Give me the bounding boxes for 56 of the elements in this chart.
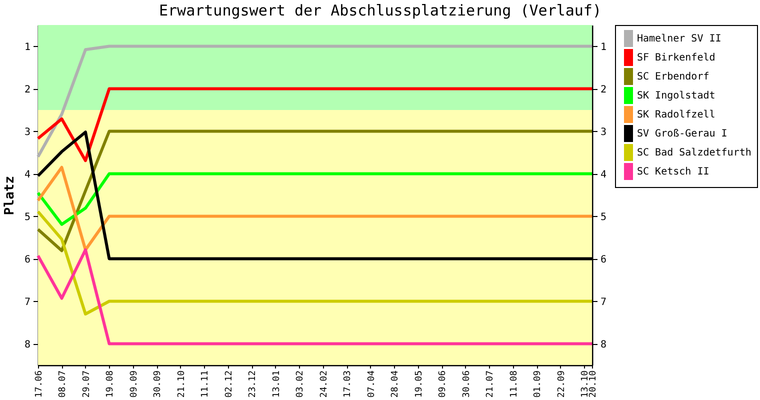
y-tick-label: 3	[24, 126, 30, 138]
legend-label: SF Birkenfeld	[637, 52, 716, 64]
legend-label: SC Ketsch II	[637, 166, 710, 178]
y-tick-label: 8	[24, 339, 30, 350]
y2-tick-label: 3	[600, 126, 607, 138]
x-tick-label: 23.12	[248, 370, 258, 398]
y2-tick-label: 6	[600, 254, 607, 266]
x-tick-label: 22.09	[556, 370, 567, 398]
y-axis-title: Platz	[2, 176, 18, 216]
y-tick-label: 6	[24, 254, 30, 266]
x-tick-label: 03.02	[296, 370, 306, 398]
legend-label: SV Groß-Gerau I	[637, 128, 728, 140]
y2-tick-label: 5	[600, 212, 607, 223]
x-tick-label: 28.04	[390, 370, 401, 398]
x-tick-label: 24.02	[319, 370, 330, 398]
x-tick-label: 29.07	[82, 370, 92, 398]
x-tick-label: 21.07	[486, 370, 496, 398]
x-tick-label: 17.06	[34, 370, 44, 398]
line-series	[36, 44, 594, 158]
x-tick-label: 09.09	[129, 370, 140, 398]
x-tick-label: 11.11	[200, 370, 211, 398]
y2-tick-label: 4	[600, 169, 607, 180]
x-tick-label: 17.03	[343, 370, 354, 398]
line-series	[36, 87, 594, 162]
x-tick-label: 09.06	[438, 370, 448, 398]
x-tick-label: 21.10	[176, 370, 187, 398]
y-tick-label: 5	[24, 212, 30, 223]
y2-tick-label: 1	[600, 42, 607, 53]
y-tick-label: 4	[24, 169, 30, 180]
x-tick-label: 01.09	[533, 370, 544, 398]
x-tick-label: 07.04	[366, 370, 377, 398]
y2-tick-label: 7	[600, 296, 607, 308]
legend-label: SC Erbendorf	[637, 72, 710, 82]
legend-label: SK Ingolstadt	[637, 90, 716, 102]
line-series	[36, 210, 594, 316]
y-tick-label: 1	[24, 42, 30, 53]
x-tick-label: 13.01	[272, 370, 282, 398]
y2-tick-label: 8	[600, 339, 607, 350]
x-tick-label: 19.05	[414, 370, 424, 398]
x-tick-label: 19.08	[106, 370, 116, 398]
legend-label: SC Bad Salzdetfurth	[637, 148, 752, 158]
line-series	[36, 172, 594, 226]
y-tick-label: 7	[24, 296, 30, 308]
line-series	[36, 248, 594, 346]
x-tick-label: 30.06	[462, 370, 472, 398]
legend-label: SK Radolfzell	[637, 110, 716, 120]
chart-title: Erwartungswert der Abschlussplatzierung (Verlauf)	[158, 2, 602, 20]
legend-label: Hamelner SV II	[637, 34, 722, 44]
line-series	[36, 166, 594, 252]
x-tick-label: 11.08	[509, 370, 520, 398]
y-tick-label: 2	[24, 84, 30, 96]
x-tick-label: 02.12	[224, 370, 234, 398]
x-tick-label: 30.09	[153, 370, 164, 398]
x-tick-label: 20.10	[588, 370, 598, 398]
x-tick-label: 08.07	[58, 370, 68, 398]
y2-tick-label: 2	[600, 84, 607, 96]
